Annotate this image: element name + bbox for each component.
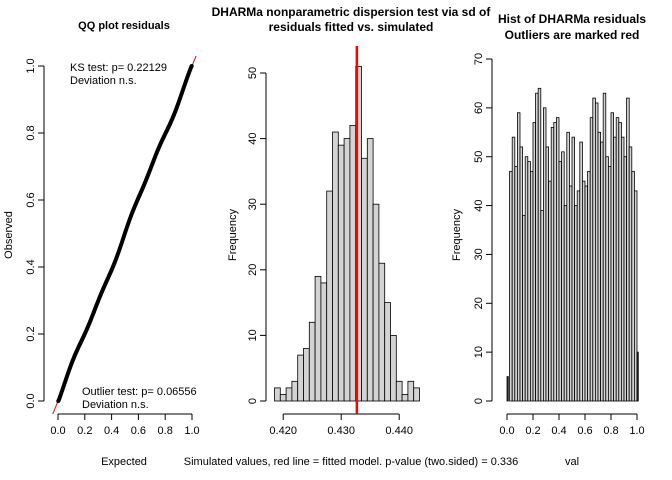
dispersion-bar [320, 282, 328, 402]
residual-hist-x-tick-label: 0.8 [603, 425, 618, 437]
dispersion-panel: DHARMa nonparametric dispersion test via… [184, 5, 518, 468]
qq-y-tick-label: 1.0 [25, 58, 37, 73]
residual-hist-xlabel: val [565, 456, 579, 468]
dispersion-bar [395, 380, 403, 402]
qq-y-tick-label: 0.2 [25, 326, 37, 341]
residual-hist-x-tick-label: 0.2 [525, 425, 540, 437]
residual-hist-y-tick-label: 30 [473, 248, 485, 260]
dispersion-y-tick-label: 0 [247, 398, 259, 404]
dispersion-bar [366, 138, 374, 402]
dispersion-bar [279, 394, 287, 402]
residual-hist-outlier-bar [636, 351, 639, 402]
dispersion-bar [401, 394, 409, 402]
residual-hist-y-tick-label: 20 [473, 297, 485, 309]
qq-x-tick-label: 0.4 [104, 425, 119, 437]
dispersion-bar [332, 131, 339, 402]
dispersion-bar [326, 190, 333, 402]
dispersion-bar [314, 275, 322, 402]
qq-ks-annotation: KS test: p= 0.22129 [70, 62, 167, 74]
dispersion-bar [297, 354, 304, 402]
qq-x-tick-label: 0.8 [158, 425, 173, 437]
residual-hist-axes: 0.0 0.2 0.4 0.6 0.8 1.0 0 10 20 30 40 50 60 70 [473, 53, 645, 437]
residual-hist-y-tick-label: 40 [473, 199, 485, 211]
qq-ylabel: Observed [3, 211, 15, 259]
qq-axes: 0.0 0.2 0.4 0.6 0.8 1.0 0.0 0.2 0.4 0.6 0.8 1.0 [25, 58, 200, 437]
residual-hist-bar [634, 190, 638, 402]
dispersion-title-line1: DHARMa nonparametric dispersion test via… [212, 5, 492, 19]
qq-panel: QQ plot residuals Expected Observed 0.0 0… [3, 20, 200, 468]
qq-y-tick-label: 0.0 [25, 393, 37, 408]
residual-hist-bars [506, 87, 639, 402]
dispersion-x-tick-label: 0.430 [327, 425, 355, 437]
qq-ks-deviation: Deviation n.s. [70, 75, 137, 87]
qq-y-tick-label: 0.6 [25, 192, 37, 207]
dispersion-title-line2: residuals fitted vs. simulated [269, 20, 434, 34]
qq-y-tick-label: 0.8 [25, 125, 37, 140]
residual-hist-y-tick-label: 60 [473, 102, 485, 114]
dispersion-bar [378, 262, 386, 402]
qq-point [189, 64, 194, 68]
qq-x-tick-label: 1.0 [184, 425, 199, 437]
qq-xlabel: Expected [101, 456, 147, 468]
qq-y-tick-label: 0.4 [25, 259, 37, 274]
dispersion-x-tick-label: 0.420 [269, 425, 297, 437]
dispersion-xlabel: Simulated values, red line = fitted mode… [184, 456, 518, 468]
dispersion-bar [413, 387, 420, 402]
qq-x-tick-label: 0.6 [131, 425, 146, 437]
dispersion-y-tick-label: 40 [247, 132, 259, 144]
residual-hist-title-line1: Hist of DHARMa residuals [498, 12, 646, 26]
residual-hist-x-tick-label: 0.0 [499, 425, 514, 437]
residual-hist-x-tick-label: 0.4 [551, 425, 566, 437]
dispersion-y-tick-label: 20 [247, 264, 259, 276]
residual-hist-title-line2: Outliers are marked red [505, 28, 640, 42]
residual-hist-y-tick-label: 10 [473, 346, 485, 358]
dispersion-axes: 0.420 0.430 0.440 0 10 20 30 40 50 [247, 67, 413, 437]
dispersion-bar [308, 321, 316, 402]
dispersion-x-tick-label: 0.440 [385, 425, 413, 437]
dispersion-y-tick-label: 50 [247, 67, 259, 79]
dispersion-ylabel: Frequency [227, 209, 239, 261]
residual-hist-outlier-bar [506, 376, 509, 402]
dispersion-bar [303, 348, 310, 402]
dispersion-bar [361, 157, 368, 402]
dispersion-bar [343, 138, 351, 402]
dispersion-bar [407, 380, 415, 402]
residual-hist-panel: Hist of DHARMa residuals Outliers are ma… [451, 12, 646, 468]
dispersion-bar [291, 380, 299, 402]
residual-hist-y-tick-label: 0 [473, 398, 485, 404]
dispersion-bar [349, 125, 357, 402]
qq-points [56, 64, 194, 403]
dispersion-y-tick-label: 30 [247, 198, 259, 210]
qq-outlier-deviation: Deviation n.s. [82, 399, 149, 411]
residual-hist-x-tick-label: 0.6 [577, 425, 592, 437]
dispersion-y-tick-label: 10 [247, 329, 259, 341]
residual-hist-x-tick-label: 1.0 [629, 425, 644, 437]
dispersion-bars [274, 66, 420, 402]
dispersion-bar [337, 144, 345, 402]
residual-hist-y-tick-label: 50 [473, 151, 485, 163]
qq-x-tick-label: 0.0 [50, 425, 65, 437]
dispersion-bar [274, 387, 281, 402]
qq-title: QQ plot residuals [78, 20, 170, 32]
residual-hist-ylabel: Frequency [451, 209, 463, 261]
dispersion-bar [390, 334, 397, 402]
dispersion-bar [372, 203, 380, 402]
qq-x-tick-label: 0.2 [77, 425, 92, 437]
dispersion-bar [384, 302, 391, 402]
dispersion-bar [285, 387, 293, 402]
residual-hist-y-tick-label: 70 [473, 53, 485, 65]
qq-outlier-annotation: Outlier test: p= 0.06556 [82, 386, 197, 398]
